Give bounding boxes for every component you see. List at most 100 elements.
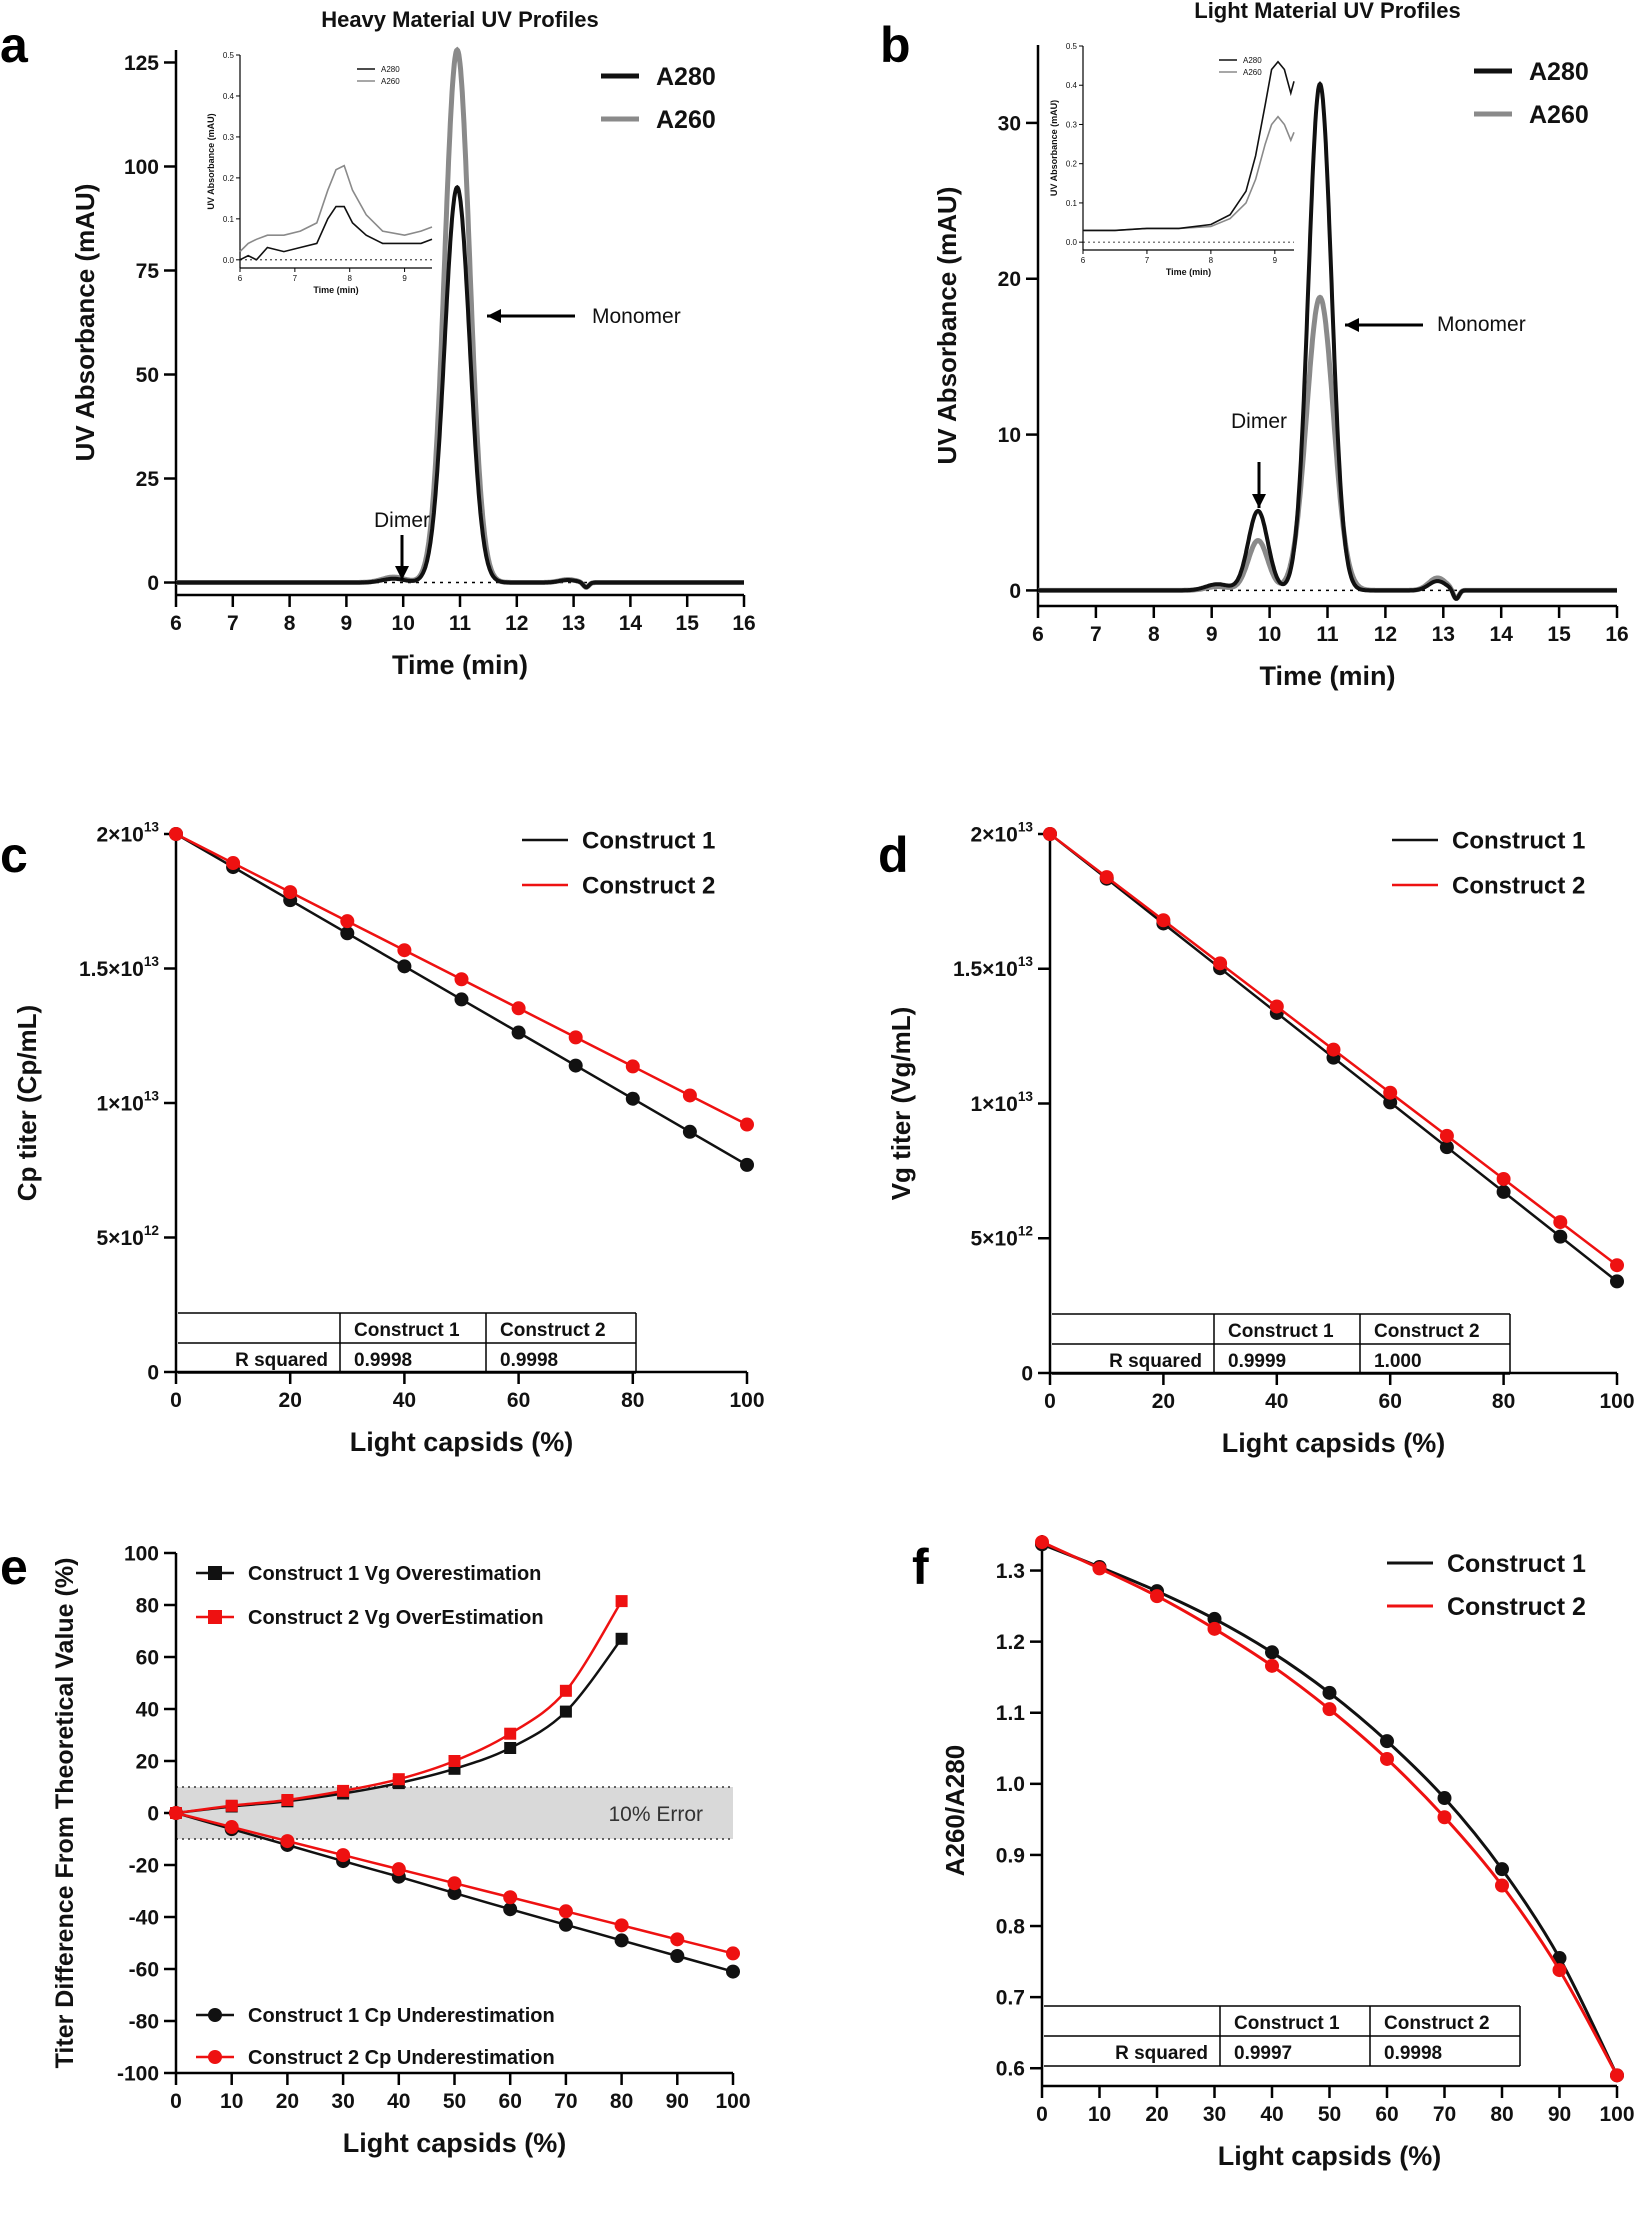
data-point xyxy=(559,1684,572,1697)
data-point xyxy=(1383,1095,1398,1110)
x-tick-label: 80 xyxy=(610,2090,633,2113)
chart-title: Light Material UV Profiles xyxy=(1194,0,1461,23)
tick-exponent: 13 xyxy=(144,1088,160,1103)
data-point xyxy=(1610,1274,1624,1289)
data-point xyxy=(336,1848,351,1863)
dimer-label: Dimer xyxy=(1231,410,1287,433)
data-point xyxy=(1437,1810,1452,1825)
error-band-label: 10% Error xyxy=(608,1803,703,1826)
y-tick-label: 80 xyxy=(136,1594,159,1617)
x-tick-label: 10 xyxy=(220,2090,243,2113)
monomer-arrow-head xyxy=(1345,318,1359,332)
data-point xyxy=(1322,1685,1337,1700)
x-tick-label: 16 xyxy=(1605,623,1628,646)
x-tick-label: 14 xyxy=(619,612,643,635)
legend-label: A280 xyxy=(656,63,716,91)
monomer-arrow-head xyxy=(487,309,501,323)
data-point xyxy=(281,1794,294,1806)
tick-exponent: 13 xyxy=(1018,1089,1034,1104)
series-line xyxy=(1041,1542,1619,2076)
x-tick-label: 11 xyxy=(449,612,472,635)
data-point xyxy=(1552,1963,1567,1978)
legend-label: Construct 2 xyxy=(1452,873,1585,900)
tick-exponent: 12 xyxy=(144,1223,160,1238)
tick-mantissa: 2×10 xyxy=(971,823,1018,846)
y-tick-label: 1.5×1013 xyxy=(79,954,159,981)
tick-mantissa: 1.5×10 xyxy=(953,958,1018,981)
x-tick-label: 50 xyxy=(1318,2103,1341,2126)
x-tick-label: 70 xyxy=(1433,2103,1456,2126)
data-point xyxy=(448,1755,461,1767)
x-tick-label: 10 xyxy=(392,612,415,635)
inset-x-tick-label: 8 xyxy=(347,274,352,283)
y-tick-label: 100 xyxy=(124,1542,159,1565)
panel-letter: f xyxy=(912,1539,929,1595)
inset-x-tick-label: 8 xyxy=(1209,256,1214,265)
inset-x-label: Time (min) xyxy=(1166,267,1211,277)
data-point xyxy=(1265,1645,1279,1660)
y-tick-label: 100 xyxy=(124,156,159,179)
data-point xyxy=(614,1933,629,1948)
y-tick-label: -20 xyxy=(129,1854,159,1877)
error-band xyxy=(176,1787,733,1839)
y-tick-label: 0.7 xyxy=(996,1986,1025,2009)
data-point xyxy=(280,1834,295,1849)
legend-label: A260 xyxy=(1529,101,1589,129)
tick-mantissa: 1.5×10 xyxy=(79,958,144,981)
tick-exponent: 13 xyxy=(144,819,160,834)
x-tick-label: 30 xyxy=(1203,2103,1226,2126)
tick-mantissa: 0 xyxy=(1021,1362,1033,1385)
data-point xyxy=(169,827,183,841)
legend-label: Construct 1 xyxy=(1452,828,1585,855)
inset-x-label: Time (min) xyxy=(313,285,358,295)
y-axis-label: UV Absorbance (mAU) xyxy=(70,184,100,462)
x-tick-label: 20 xyxy=(1152,1390,1175,1413)
data-point xyxy=(511,1001,526,1016)
series-line-a280 xyxy=(1038,81,1617,601)
y-tick-label: 20 xyxy=(998,268,1021,291)
x-tick-label: 60 xyxy=(499,2090,522,2113)
x-tick-label: 20 xyxy=(279,1389,302,1412)
y-tick-label: -100 xyxy=(117,2062,159,2085)
y-tick-label: 125 xyxy=(124,52,159,75)
data-point xyxy=(558,1904,573,1919)
y-tick-label: 30 xyxy=(998,112,1021,135)
x-tick-label: 8 xyxy=(1148,623,1160,646)
inset-legend-label: A280 xyxy=(381,65,400,74)
inset-x-tick-label: 7 xyxy=(293,274,298,283)
data-point xyxy=(340,926,355,941)
series-construct-2-cp-underestimation xyxy=(169,1806,740,1961)
data-point xyxy=(1207,1621,1222,1636)
x-tick-label: 80 xyxy=(621,1389,644,1412)
x-tick-label: 60 xyxy=(1375,2103,1398,2126)
tick-exponent: 13 xyxy=(144,954,160,969)
tick-mantissa: 0 xyxy=(147,1361,159,1384)
table-cell: 0.9998 xyxy=(1384,2043,1442,2064)
x-tick-label: 100 xyxy=(715,2090,750,2113)
legend-label: Construct 2 Cp Underestimation xyxy=(248,2047,555,2069)
x-tick-label: 0 xyxy=(1044,1390,1056,1413)
x-tick-label: 0 xyxy=(1036,2103,1048,2126)
y-tick-label: 1.1 xyxy=(996,1702,1026,1725)
data-point xyxy=(1156,913,1171,928)
y-tick-label: -80 xyxy=(129,2010,159,2033)
inset-x-tick-label: 6 xyxy=(1081,256,1086,265)
inset-y-tick-label: 0.4 xyxy=(1066,81,1078,90)
panel-b: b Light Material UV Profiles 6 7 8 9 10 11 12 13 1… xyxy=(880,0,1629,691)
data-point xyxy=(226,856,241,871)
tick-mantissa: 2×10 xyxy=(97,823,144,846)
series-construct-2 xyxy=(169,827,754,1132)
data-point xyxy=(447,1876,462,1891)
y-axis-label: Vg titer (Vg/mL) xyxy=(886,1007,916,1201)
x-tick-label: 7 xyxy=(1090,623,1102,646)
data-point xyxy=(208,1566,222,1580)
data-point xyxy=(454,992,469,1007)
x-tick-label: 12 xyxy=(1374,623,1397,646)
data-point xyxy=(558,1917,573,1932)
x-axis-label: Light capsids (%) xyxy=(343,2128,567,2158)
x-tick-label: 10 xyxy=(1258,623,1281,646)
data-point xyxy=(169,1806,183,1820)
tick-mantissa: 5×10 xyxy=(97,1227,144,1250)
data-point xyxy=(670,1949,685,1963)
inset-y-tick-label: 0.2 xyxy=(1066,160,1078,169)
